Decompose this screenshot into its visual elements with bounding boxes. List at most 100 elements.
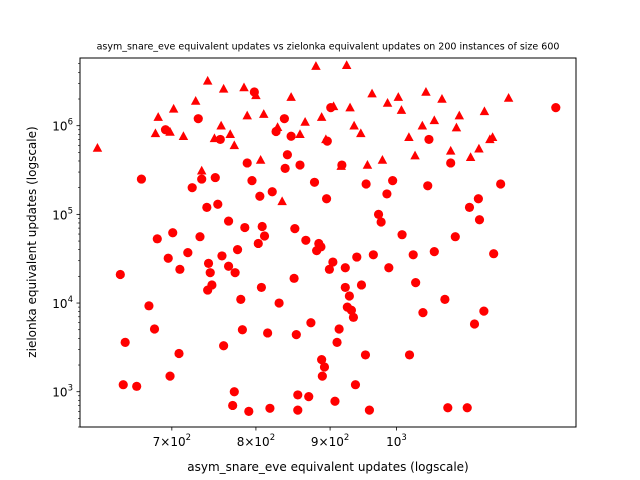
circle-point <box>160 125 171 135</box>
circle-point <box>291 330 301 340</box>
circle-point <box>253 238 263 249</box>
circle-point <box>236 294 246 304</box>
circle-point <box>356 280 367 290</box>
circle-point <box>247 176 257 186</box>
circle-point <box>149 324 160 334</box>
circle-point <box>232 245 243 255</box>
y-tick-label: 103 <box>52 384 73 400</box>
triangle-point <box>349 120 359 130</box>
triangle-point <box>239 82 249 92</box>
circle-point <box>271 126 281 137</box>
circle-point <box>165 371 175 381</box>
triangle-point <box>465 152 476 162</box>
triangle-point <box>377 155 388 164</box>
circle-point <box>293 405 303 415</box>
circle-point <box>175 264 185 274</box>
circle-point <box>446 158 456 168</box>
circle-point <box>217 251 227 261</box>
circle-point <box>120 337 130 347</box>
triangle-point <box>429 115 440 125</box>
triangle-point <box>277 196 287 206</box>
circle-point <box>210 172 220 183</box>
circle-point <box>255 191 265 201</box>
circle-point <box>118 380 128 390</box>
triangle-point <box>367 88 377 98</box>
circle-point <box>152 234 162 244</box>
triangle-point <box>356 128 366 138</box>
circle-point <box>136 174 147 184</box>
triangle-point <box>451 122 462 132</box>
circle-point <box>411 278 421 288</box>
circle-point <box>195 232 205 242</box>
triangle-point <box>445 145 456 155</box>
circle-point <box>306 318 316 328</box>
circle-point <box>334 324 344 334</box>
circle-point <box>364 405 375 415</box>
circle-point <box>207 280 217 290</box>
x-tick-label: 8×102 <box>237 433 275 449</box>
triangle-point <box>311 61 321 70</box>
circle-point <box>346 305 357 315</box>
circle-point <box>424 134 434 145</box>
circle-point <box>223 216 234 226</box>
triangle-point <box>410 150 420 160</box>
triangle-point <box>150 128 161 138</box>
circle-point <box>309 177 320 187</box>
triangle-point <box>286 92 296 101</box>
circle-point <box>230 268 240 278</box>
circle-point <box>215 134 225 145</box>
circle-point <box>267 187 277 197</box>
circle-point <box>280 163 290 173</box>
x-axis-label: asym_snare_eve equivalent updates (logsc… <box>187 460 469 474</box>
circle-point <box>408 250 418 260</box>
circle-point <box>290 224 300 234</box>
circle-point <box>317 355 327 365</box>
circle-point <box>326 102 336 113</box>
x-tick-label: 9×102 <box>311 433 349 449</box>
triangle-point <box>421 86 431 96</box>
circle-point <box>274 298 284 308</box>
circle-point <box>361 179 371 189</box>
circle-point <box>213 199 223 209</box>
triangle-point <box>242 110 252 120</box>
circle-point <box>301 235 311 245</box>
circle-point <box>295 160 305 170</box>
triangle-point <box>255 155 266 164</box>
triangle-point <box>92 143 103 152</box>
circle-point <box>319 362 330 372</box>
y-tick-label: 105 <box>52 206 73 222</box>
circle-point <box>249 87 259 97</box>
circle-point <box>464 202 475 212</box>
circle-point <box>237 325 247 335</box>
triangle-point <box>417 120 428 130</box>
x-tick-label: 7×102 <box>153 433 191 449</box>
triangle-point <box>341 60 352 70</box>
circle-point <box>474 215 485 225</box>
circle-point <box>316 242 326 252</box>
circle-point <box>368 250 378 260</box>
circle-point <box>350 380 361 390</box>
triangle-point <box>382 98 393 107</box>
circle-point <box>479 306 489 316</box>
circle-point <box>418 308 428 318</box>
y-tick-label: 106 <box>52 118 73 134</box>
circle-point <box>304 392 314 402</box>
circle-point <box>289 273 299 283</box>
plot-area <box>80 58 576 427</box>
circle-point <box>115 269 125 280</box>
circle-point <box>286 131 296 141</box>
circle-point <box>469 319 480 329</box>
triangle-point <box>345 102 355 112</box>
circle-point <box>352 252 362 262</box>
circle-point <box>376 217 386 227</box>
triangle-point <box>362 160 373 169</box>
circle-point <box>450 232 460 242</box>
circle-point <box>344 291 354 301</box>
circle-point <box>202 202 212 212</box>
circle-point <box>205 268 215 278</box>
circle-point <box>187 183 197 193</box>
circle-point <box>348 312 359 322</box>
circle-point <box>244 406 254 416</box>
circle-point <box>324 264 334 274</box>
